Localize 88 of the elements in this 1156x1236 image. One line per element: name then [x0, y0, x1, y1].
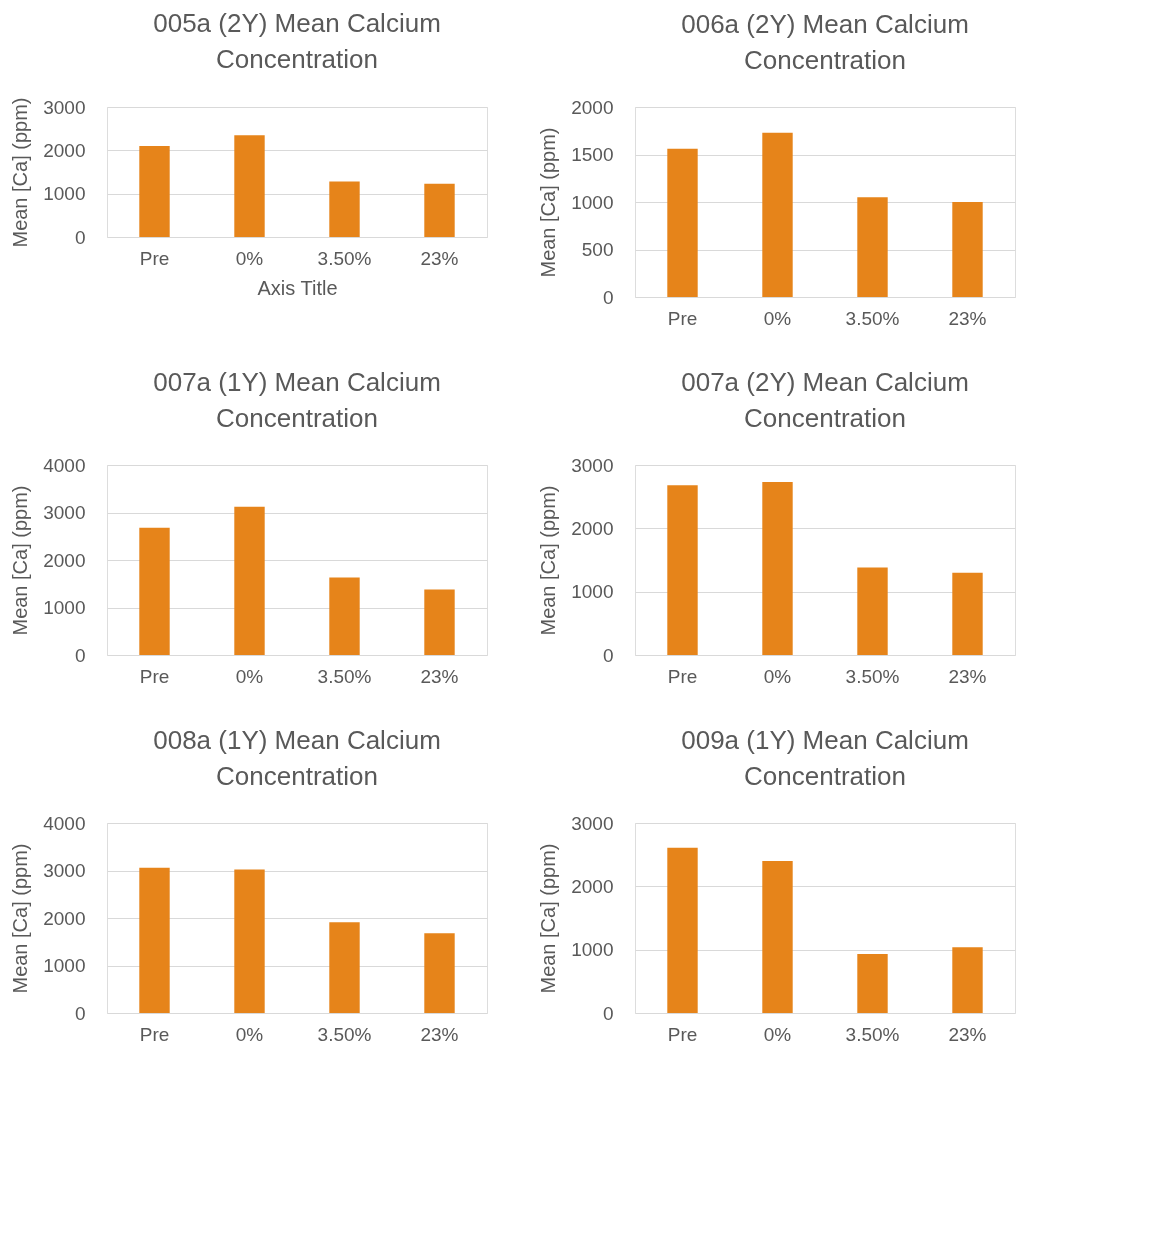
x-tick-label: Pre — [667, 307, 698, 329]
x-tick-label: 0% — [235, 1023, 264, 1045]
x-tick-label: Pre — [139, 1023, 170, 1045]
bar — [857, 954, 888, 1013]
y-tick-label: 3000 — [43, 860, 86, 881]
bar — [667, 148, 698, 297]
y-tick-label: 1000 — [43, 183, 86, 205]
y-tick-label: 1500 — [571, 144, 614, 165]
x-tick-label: 3.50% — [317, 1023, 372, 1045]
y-tick-label: 4000 — [43, 812, 86, 834]
x-tick-label: 0% — [763, 307, 792, 329]
bar — [139, 527, 170, 655]
y-tick-label: 2000 — [571, 96, 614, 118]
y-axis-title: Mean [Ca] (ppm) — [537, 843, 560, 994]
chart-title: 007a (2Y) Mean Calcium Concentration — [681, 367, 969, 433]
x-tick-label: Pre — [667, 1023, 698, 1045]
bar — [762, 482, 793, 655]
bar — [329, 181, 360, 237]
y-axis-title: Mean [Ca] (ppm) — [9, 843, 32, 994]
x-tick-label: 23% — [420, 665, 459, 687]
x-tick-label: 3.50% — [845, 307, 900, 329]
x-tick-label: 23% — [420, 1023, 459, 1045]
y-tick-label: 3000 — [571, 454, 614, 476]
bar — [952, 202, 983, 297]
y-tick-label: 0 — [602, 286, 614, 308]
bar — [667, 485, 698, 655]
x-tick-label: 0% — [235, 665, 264, 687]
y-tick-label: 0 — [74, 1002, 86, 1024]
bar — [424, 589, 455, 655]
x-tick-label: 3.50% — [317, 247, 372, 269]
y-tick-label: 2000 — [43, 139, 86, 161]
bar — [424, 183, 455, 237]
bar — [329, 577, 360, 655]
x-tick-label: 3.50% — [845, 665, 900, 687]
bar — [234, 869, 265, 1013]
x-axis-title: Axis Title — [257, 276, 338, 299]
y-tick-label: 1000 — [43, 597, 86, 618]
y-tick-label: 1000 — [571, 191, 614, 213]
y-tick-label: 3000 — [571, 812, 614, 834]
bar — [667, 847, 698, 1013]
y-tick-label: 2000 — [571, 875, 614, 897]
bar — [952, 947, 983, 1013]
chart-title: 005a (2Y) Mean Calcium Concentration — [153, 7, 441, 74]
y-tick-label: 0 — [74, 226, 86, 248]
y-tick-label: 0 — [74, 644, 86, 666]
x-tick-label: Pre — [667, 665, 698, 687]
bar — [762, 132, 793, 297]
x-tick-label: Pre — [139, 247, 170, 269]
x-tick-label: 3.50% — [845, 1023, 900, 1045]
bar — [857, 197, 888, 297]
chart-title: 008a (1Y) Mean Calcium Concentration — [153, 725, 441, 791]
y-tick-label: 1000 — [571, 581, 614, 603]
bar — [234, 135, 265, 237]
x-tick-label: 23% — [948, 1023, 987, 1045]
y-tick-label: 2000 — [571, 517, 614, 539]
x-tick-label: 23% — [420, 247, 459, 269]
bar — [857, 567, 888, 655]
y-tick-label: 500 — [581, 239, 614, 260]
y-axis-title: Mean [Ca] (ppm) — [9, 97, 32, 248]
chart-title: 006a (2Y) Mean Calcium Concentration — [681, 9, 969, 75]
y-axis-title: Mean [Ca] (ppm) — [9, 485, 32, 636]
y-tick-label: 3000 — [43, 96, 86, 118]
bar — [424, 933, 455, 1013]
y-tick-label: 3000 — [43, 502, 86, 523]
bar — [139, 867, 170, 1013]
y-tick-label: 0 — [602, 644, 614, 666]
y-tick-label: 1000 — [571, 939, 614, 961]
x-tick-label: 23% — [948, 307, 987, 329]
y-tick-label: 0 — [602, 1002, 614, 1024]
x-tick-label: Pre — [139, 665, 170, 687]
chart-title: 007a (1Y) Mean Calcium Concentration — [153, 367, 441, 433]
y-tick-label: 4000 — [43, 454, 86, 476]
chart-title: 009a (1Y) Mean Calcium Concentration — [681, 725, 969, 791]
y-tick-label: 2000 — [43, 549, 86, 571]
x-tick-label: 0% — [235, 247, 264, 269]
x-tick-label: 23% — [948, 665, 987, 687]
bar — [329, 922, 360, 1013]
x-tick-label: 0% — [763, 1023, 792, 1045]
y-tick-label: 1000 — [43, 955, 86, 976]
bar — [234, 506, 265, 655]
y-axis-title: Mean [Ca] (ppm) — [537, 127, 560, 278]
bar — [762, 861, 793, 1013]
y-axis-title: Mean [Ca] (ppm) — [537, 485, 560, 636]
x-tick-label: 3.50% — [317, 665, 372, 687]
y-tick-label: 2000 — [43, 907, 86, 929]
bar — [952, 572, 983, 655]
x-tick-label: 0% — [763, 665, 792, 687]
bar — [139, 146, 170, 237]
